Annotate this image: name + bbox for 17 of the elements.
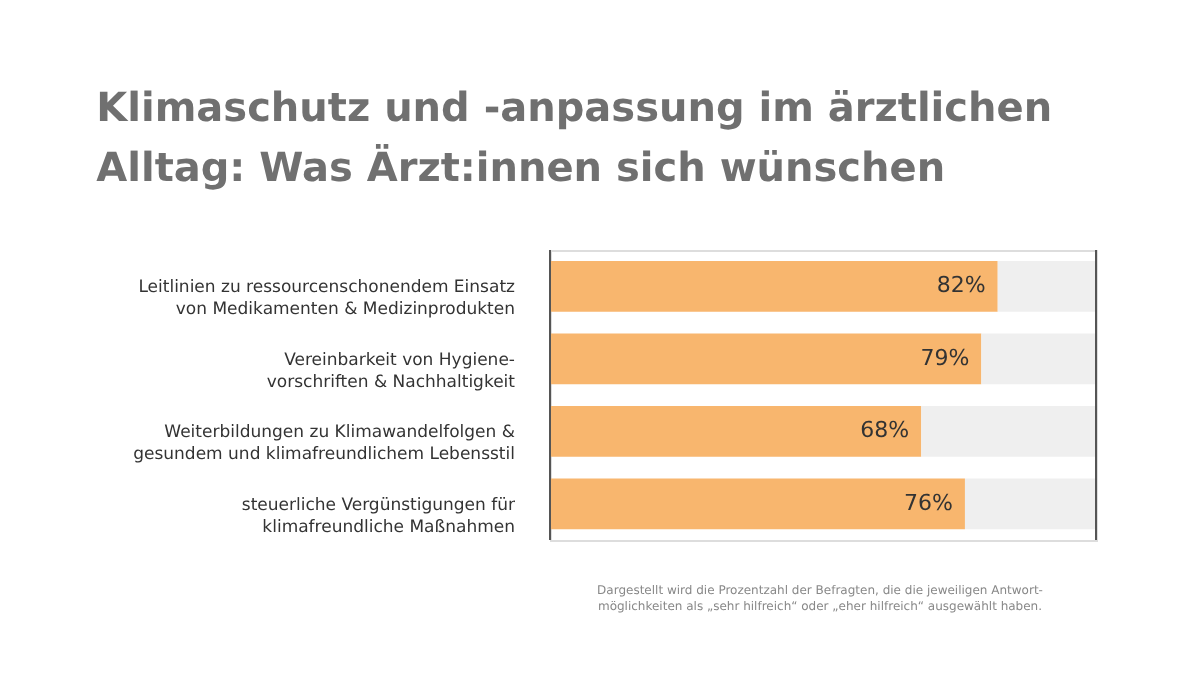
bar [964, 478, 1096, 530]
bar [550, 405, 922, 457]
data-label: 68% [860, 417, 910, 444]
bar [550, 478, 965, 530]
data-label: 79% [920, 344, 970, 371]
chart-title: Klimaschutz und -anpassung im ärztlichen Alltag: Was Ärzt:innen sich wünschen [96, 83, 1053, 191]
y-tick-label: Leitlinien zu ressourcenschonendem Einsatz von Medikamenten & Medizinprodukten [138, 278, 517, 321]
bar [997, 260, 1096, 312]
data-label: 76% [904, 489, 953, 516]
y-tick-label: steuerliche Vergünstigungen für klimafreundliche Maßnahmen [241, 495, 516, 538]
bar [981, 333, 1096, 385]
y-tick-label: Vereinbarkeit von Hygiene- vorschriften & Nachhaltigkeit [266, 350, 517, 393]
data-label: 82% [936, 272, 986, 299]
bar [921, 405, 1096, 457]
y-tick-label: Weiterbildungen zu Klimawandelfolgen & gesundem und klimafreundlichem Lebensstil [133, 423, 516, 466]
bar [550, 333, 982, 385]
bar [550, 260, 998, 312]
